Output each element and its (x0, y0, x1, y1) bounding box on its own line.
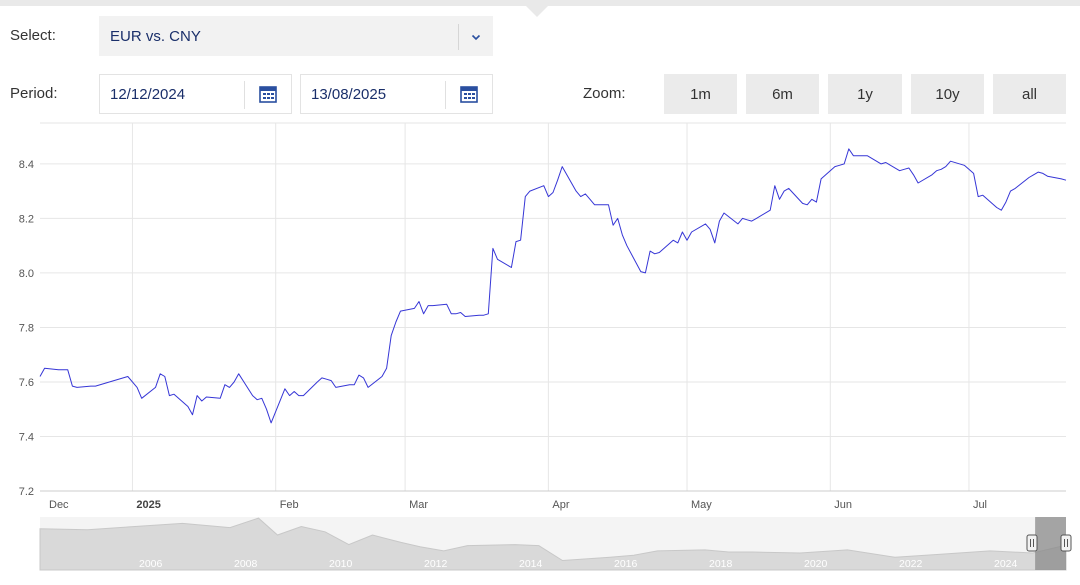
zoom-1m-button[interactable]: 1m (664, 74, 737, 114)
date-to-field[interactable]: 13/08/2025 (300, 74, 493, 114)
exchange-rate-chart[interactable]: 7.2 7.4 7.6 7.8 8.0 8.2 8.4 Dec 2025 Feb Mar Apr May… (0, 118, 1080, 585)
y-tick-label: 8.4 (19, 159, 34, 171)
x-tick-label: Feb (280, 499, 299, 511)
zoom-6m-button[interactable]: 6m (746, 74, 819, 114)
navigator-area (39, 517, 1067, 571)
select-divider (458, 24, 459, 50)
navigator-year-label: 2012 (424, 558, 448, 570)
currency-pair-select[interactable]: EUR vs. CNY (99, 16, 493, 56)
date-to-value: 13/08/2025 (311, 86, 387, 103)
navigator-year-label: 2022 (899, 558, 923, 570)
navigator-year-label: 2018 (709, 558, 733, 570)
navigator-year-label: 2008 (234, 558, 258, 570)
y-tick-label: 7.8 (19, 322, 34, 334)
y-tick-label: 7.6 (19, 377, 34, 389)
navigator-right-handle[interactable] (1060, 534, 1072, 552)
x-tick-label: Mar (409, 499, 428, 511)
x-tick-label: Jun (834, 499, 852, 511)
y-tick-label: 7.4 (19, 431, 34, 443)
x-tick-label: 2025 (136, 499, 160, 511)
x-tick-label: Apr (552, 499, 569, 511)
top-bar-notch (526, 6, 548, 17)
y-tick-label: 8.2 (19, 213, 34, 225)
select-label: Select: (10, 27, 56, 44)
calendar-icon[interactable] (258, 84, 278, 104)
x-tick-label: Dec (49, 499, 69, 511)
currency-pair-value: EUR vs. CNY (110, 28, 201, 45)
y-tick-label: 8.0 (19, 268, 34, 280)
date-from-divider (244, 81, 245, 109)
zoom-label: Zoom: (583, 85, 626, 102)
x-tick-label: Jul (973, 499, 987, 511)
date-from-field[interactable]: 12/12/2024 (99, 74, 292, 114)
zoom-10y-button[interactable]: 10y (911, 74, 984, 114)
navigator-left-handle[interactable] (1026, 534, 1038, 552)
navigator-year-label: 2014 (519, 558, 543, 570)
navigator-year-label: 2010 (329, 558, 353, 570)
x-tick-label: May (691, 499, 712, 511)
date-from-value: 12/12/2024 (110, 86, 186, 103)
navigator-year-label: 2006 (139, 558, 163, 570)
date-to-divider (445, 81, 446, 109)
navigator-year-label: 2024 (994, 558, 1018, 570)
navigator-year-label: 2020 (804, 558, 828, 570)
top-bar (0, 0, 1080, 6)
zoom-all-button[interactable]: all (993, 74, 1066, 114)
chevron-down-icon[interactable] (468, 29, 484, 45)
y-tick-label: 7.2 (19, 486, 34, 498)
navigator-year-label: 2016 (614, 558, 638, 570)
calendar-icon[interactable] (459, 84, 479, 104)
series-line-eur-cny (39, 148, 1067, 424)
period-label: Period: (10, 85, 58, 102)
zoom-1y-button[interactable]: 1y (828, 74, 902, 114)
